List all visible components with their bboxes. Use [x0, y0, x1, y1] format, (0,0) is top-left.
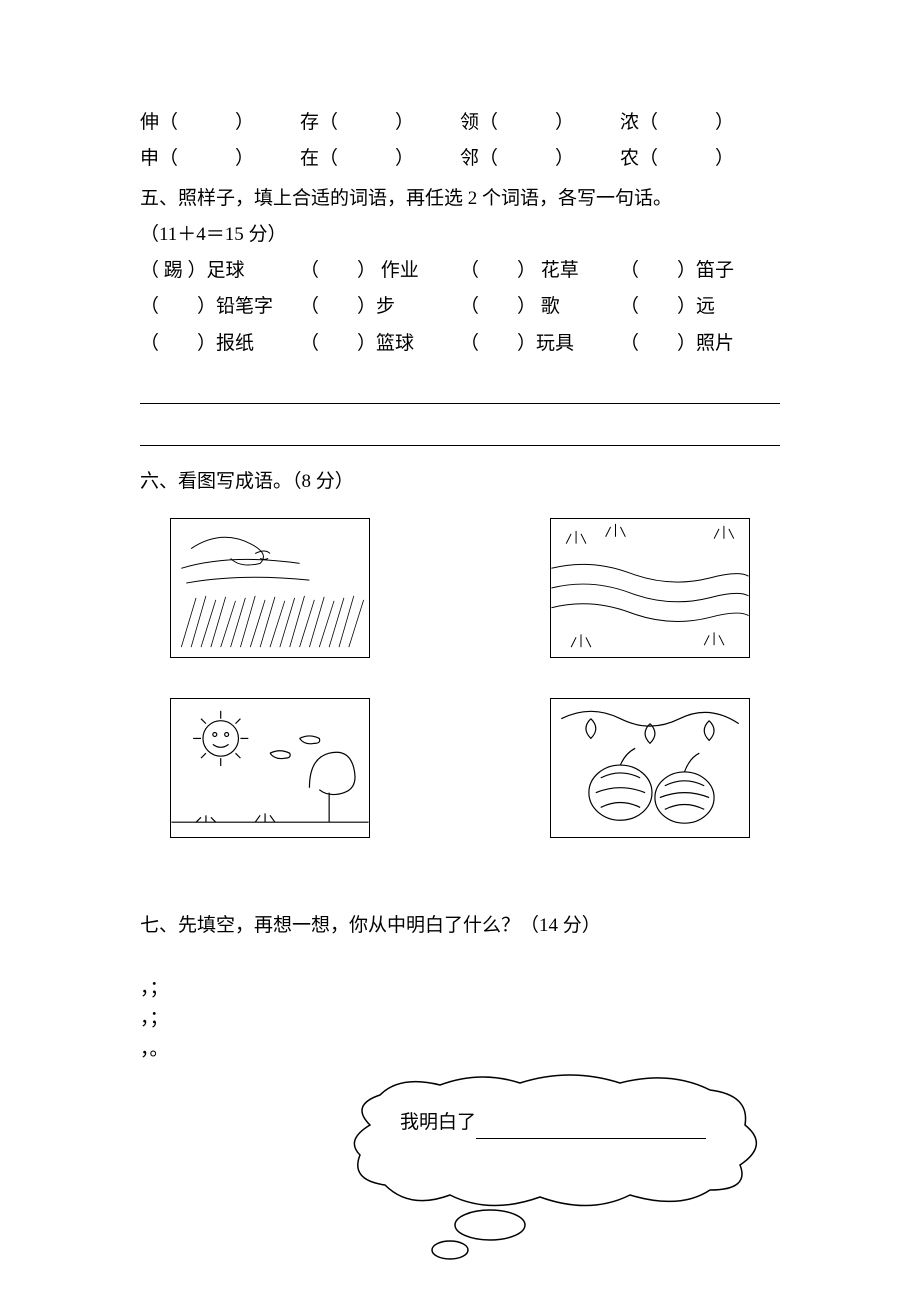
word-item: （ ）铅笔字 — [140, 289, 300, 325]
cloud-text: 我明白了 — [400, 1105, 706, 1141]
section5-title: 五、照样子，填上合适的词语，再任选 2 个词语，各写一句话。 — [140, 181, 780, 217]
word-item: （ ）照片 — [620, 326, 780, 362]
word-item: （ ）篮球 — [300, 326, 460, 362]
char-item: 申（ ） — [140, 141, 300, 177]
word-row: （ 踢 ）足球 （ ） 作业 （ ） 花草 （ ）笛子 — [140, 253, 780, 289]
answer-line-2[interactable] — [140, 410, 780, 446]
punct-line-2: ，； — [140, 1004, 780, 1034]
section4-chars: 伸（ ） 存（ ） 领（ ） 浓（ ） 申（ ） 在（ ） 邻（ ） 农（ ） — [140, 105, 780, 177]
word-row: （ ）报纸 （ ）篮球 （ ）玩具 （ ）照片 — [140, 326, 780, 362]
char-item: 邻（ ） — [460, 141, 620, 177]
section6-title: 六、看图写成语。（8 分） — [140, 464, 780, 500]
punct-line-1: ，； — [140, 974, 780, 1004]
idiom-image-melons — [550, 698, 750, 838]
cloud-answer-line[interactable] — [476, 1138, 706, 1139]
section7-title: 七、先填空，再想一想，你从中明白了什么？（14 分） — [140, 908, 780, 944]
word-item: （ ）远 — [620, 289, 780, 325]
image-grid — [140, 518, 780, 838]
idiom-image-sun-tree — [170, 698, 370, 838]
char-item: 在（ ） — [300, 141, 460, 177]
word-item: （ ）报纸 — [140, 326, 300, 362]
thought-cloud: 我明白了 — [290, 1065, 790, 1265]
char-item: 领（ ） — [460, 105, 620, 141]
word-item: （ ） 歌 — [460, 289, 620, 325]
idiom-image-river — [550, 518, 750, 658]
word-item: （ ）笛子 — [620, 253, 780, 289]
punct-lines: ，； ，； ，。 — [140, 974, 780, 1065]
answer-line-1[interactable] — [140, 368, 780, 404]
char-item: 浓（ ） — [620, 105, 780, 141]
char-row-2: 申（ ） 在（ ） 邻（ ） 农（ ） — [140, 141, 780, 177]
word-item: （ ） 花草 — [460, 253, 620, 289]
idiom-image-wind-grass — [170, 518, 370, 658]
word-row: （ ）铅笔字 （ ）步 （ ） 歌 （ ）远 — [140, 289, 780, 325]
char-item: 伸（ ） — [140, 105, 300, 141]
section5-points: （11＋4＝15 分） — [140, 217, 780, 253]
word-item: （ ） 作业 — [300, 253, 460, 289]
char-item: 农（ ） — [620, 141, 780, 177]
word-item: （ ）玩具 — [460, 326, 620, 362]
char-row-1: 伸（ ） 存（ ） 领（ ） 浓（ ） — [140, 105, 780, 141]
word-item: （ ）步 — [300, 289, 460, 325]
word-item: （ 踢 ）足球 — [140, 253, 300, 289]
punct-line-3: ，。 — [140, 1035, 780, 1065]
section5-rows: （ 踢 ）足球 （ ） 作业 （ ） 花草 （ ）笛子 （ ）铅笔字 （ ）步 … — [140, 253, 780, 361]
char-item: 存（ ） — [300, 105, 460, 141]
